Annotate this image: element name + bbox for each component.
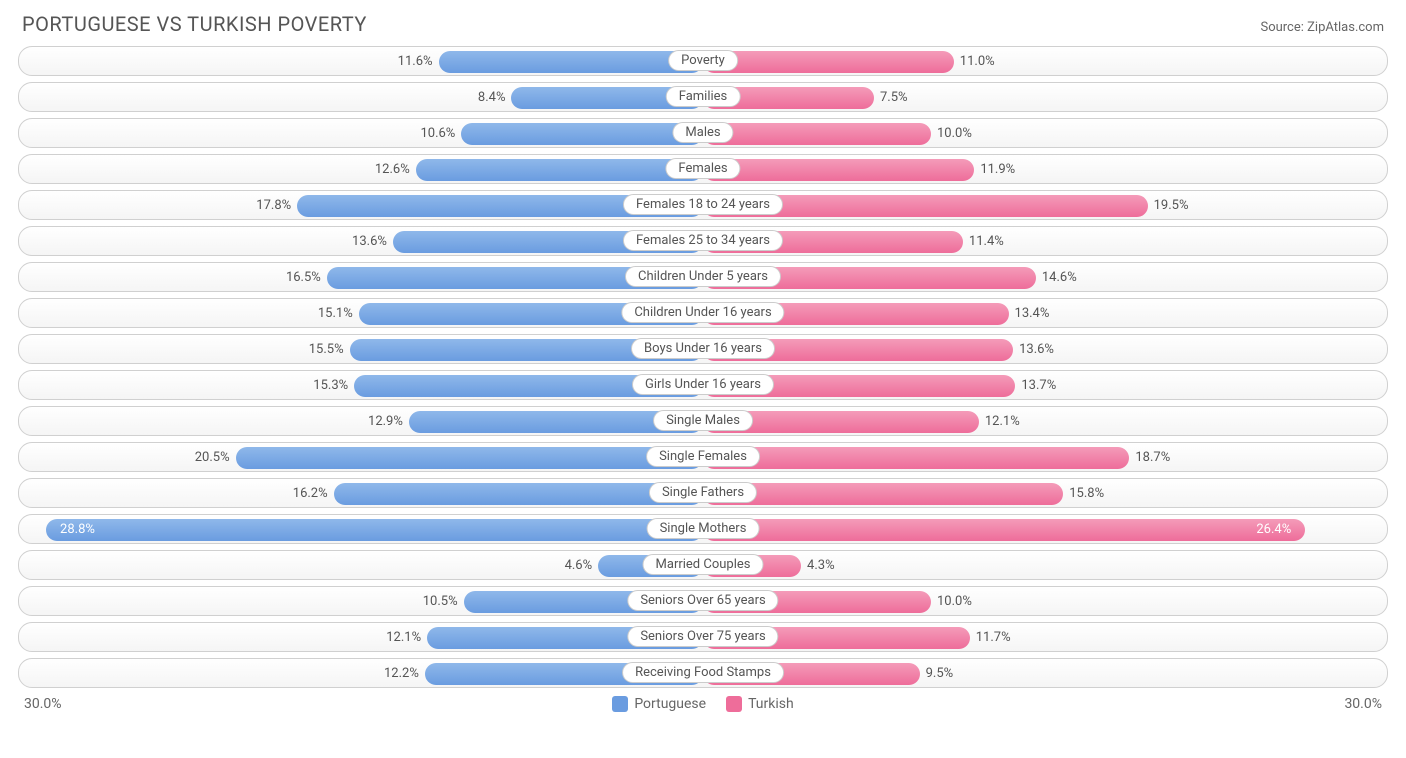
category-label: Males bbox=[672, 122, 733, 143]
category-label: Seniors Over 65 years bbox=[627, 590, 778, 611]
chart-row: 15.5% 13.6% Boys Under 16 years bbox=[18, 334, 1388, 364]
category-label: Seniors Over 75 years bbox=[627, 626, 778, 647]
value-turkish: 11.0% bbox=[954, 47, 995, 76]
chart-source: Source: ZipAtlas.com bbox=[1260, 20, 1384, 35]
bar-turkish bbox=[703, 447, 1129, 469]
category-label: Single Males bbox=[653, 410, 753, 431]
value-portuguese: 20.5% bbox=[195, 443, 236, 472]
value-portuguese: 16.2% bbox=[293, 479, 334, 508]
value-portuguese: 11.6% bbox=[398, 47, 439, 76]
category-label: Single Females bbox=[646, 446, 760, 467]
category-label: Receiving Food Stamps bbox=[622, 662, 784, 683]
legend-swatch-turkish bbox=[726, 696, 742, 712]
value-portuguese: 4.6% bbox=[565, 551, 599, 580]
legend-label-portuguese: Portuguese bbox=[634, 696, 706, 712]
bar-portuguese bbox=[334, 483, 703, 505]
bar-turkish bbox=[703, 159, 974, 181]
chart-rows: 11.6%11.0%Poverty8.4%7.5%Families10.6%10… bbox=[18, 46, 1388, 688]
chart-row: 13.6% 11.4% Females 25 to 34 years bbox=[18, 226, 1388, 256]
legend-swatch-portuguese bbox=[612, 696, 628, 712]
value-turkish: 26.4% bbox=[1250, 515, 1291, 544]
legend-item-turkish: Turkish bbox=[726, 696, 794, 712]
value-portuguese: 13.6% bbox=[352, 227, 393, 256]
value-portuguese: 10.6% bbox=[420, 119, 461, 148]
chart-row: 4.6% 4.3% Married Couples bbox=[18, 550, 1388, 580]
chart-row: 15.3% 13.7% Girls Under 16 years bbox=[18, 370, 1388, 400]
bar-portuguese bbox=[236, 447, 703, 469]
value-turkish: 18.7% bbox=[1129, 443, 1170, 472]
value-portuguese: 15.1% bbox=[318, 299, 359, 328]
chart-title: PORTUGUESE VS TURKISH POVERTY bbox=[22, 12, 367, 36]
category-label: Girls Under 16 years bbox=[632, 374, 774, 395]
chart-row: 15.1% 13.4% Children Under 16 years bbox=[18, 298, 1388, 328]
value-portuguese: 15.3% bbox=[313, 371, 354, 400]
value-portuguese: 15.5% bbox=[309, 335, 350, 364]
legend: Portuguese Turkish bbox=[612, 696, 793, 712]
value-turkish: 12.1% bbox=[979, 407, 1020, 436]
bar-portuguese bbox=[461, 123, 703, 145]
category-label: Boys Under 16 years bbox=[631, 338, 775, 359]
value-portuguese: 17.8% bbox=[256, 191, 297, 220]
category-label: Married Couples bbox=[643, 554, 764, 575]
chart-row: 8.4% 7.5% Families bbox=[18, 82, 1388, 112]
value-turkish: 14.6% bbox=[1036, 263, 1077, 292]
category-label: Females 25 to 34 years bbox=[623, 230, 783, 251]
value-turkish: 13.4% bbox=[1009, 299, 1050, 328]
value-portuguese: 12.1% bbox=[386, 623, 427, 652]
value-turkish: 4.3% bbox=[801, 551, 835, 580]
chart-header: PORTUGUESE VS TURKISH POVERTY Source: Zi… bbox=[18, 12, 1388, 36]
chart-row: 16.5% 14.6% Children Under 5 years bbox=[18, 262, 1388, 292]
chart-row: 12.2% 9.5% Receiving Food Stamps bbox=[18, 658, 1388, 688]
value-portuguese: 12.2% bbox=[384, 659, 425, 688]
chart-row: 12.9% 12.1% Single Males bbox=[18, 406, 1388, 436]
category-label: Single Mothers bbox=[647, 518, 760, 539]
value-portuguese: 8.4% bbox=[478, 83, 512, 112]
legend-item-portuguese: Portuguese bbox=[612, 696, 706, 712]
chart-row: 17.8% 19.5% Females 18 to 24 years bbox=[18, 190, 1388, 220]
value-portuguese: 12.9% bbox=[368, 407, 409, 436]
value-turkish: 15.8% bbox=[1063, 479, 1104, 508]
chart-row: 10.6% 10.0% Males bbox=[18, 118, 1388, 148]
category-label: Females bbox=[665, 158, 740, 179]
chart-row: 16.2% 15.8% Single Fathers bbox=[18, 478, 1388, 508]
value-turkish: 10.0% bbox=[931, 119, 972, 148]
chart-row: 12.1% 11.7% Seniors Over 75 years bbox=[18, 622, 1388, 652]
category-label: Children Under 16 years bbox=[621, 302, 784, 323]
value-portuguese: 10.5% bbox=[423, 587, 464, 616]
value-portuguese: 12.6% bbox=[375, 155, 416, 184]
value-portuguese: 28.8% bbox=[60, 515, 101, 544]
value-turkish: 11.9% bbox=[974, 155, 1015, 184]
legend-label-turkish: Turkish bbox=[748, 696, 794, 712]
value-turkish: 19.5% bbox=[1148, 191, 1189, 220]
chart-row: 11.6% 11.0% Poverty bbox=[18, 46, 1388, 76]
bar-turkish bbox=[703, 123, 931, 145]
value-turkish: 9.5% bbox=[920, 659, 954, 688]
category-label: Children Under 5 years bbox=[625, 266, 781, 287]
category-label: Poverty bbox=[668, 50, 738, 71]
axis-right-max: 30.0% bbox=[1344, 696, 1382, 712]
value-turkish: 7.5% bbox=[874, 83, 908, 112]
bar-portuguese bbox=[46, 519, 703, 541]
value-portuguese: 16.5% bbox=[286, 263, 327, 292]
chart-row: 20.5% 18.7% Single Females bbox=[18, 442, 1388, 472]
axis-left-max: 30.0% bbox=[24, 696, 62, 712]
chart-footer: 30.0% Portuguese Turkish 30.0% bbox=[18, 696, 1388, 712]
bar-turkish bbox=[703, 483, 1063, 505]
bar-turkish bbox=[703, 51, 954, 73]
chart-row: 12.6% 11.9% Females bbox=[18, 154, 1388, 184]
bar-portuguese bbox=[439, 51, 703, 73]
value-turkish: 11.7% bbox=[970, 623, 1011, 652]
bar-turkish bbox=[703, 519, 1305, 541]
category-label: Single Fathers bbox=[649, 482, 757, 503]
value-turkish: 11.4% bbox=[963, 227, 1004, 256]
value-turkish: 13.7% bbox=[1015, 371, 1056, 400]
category-label: Females 18 to 24 years bbox=[623, 194, 783, 215]
bar-portuguese bbox=[416, 159, 703, 181]
value-turkish: 10.0% bbox=[931, 587, 972, 616]
category-label: Families bbox=[666, 86, 741, 107]
value-turkish: 13.6% bbox=[1013, 335, 1054, 364]
chart-row: 28.8% 26.4% Single Mothers bbox=[18, 514, 1388, 544]
chart-row: 10.5% 10.0% Seniors Over 65 years bbox=[18, 586, 1388, 616]
